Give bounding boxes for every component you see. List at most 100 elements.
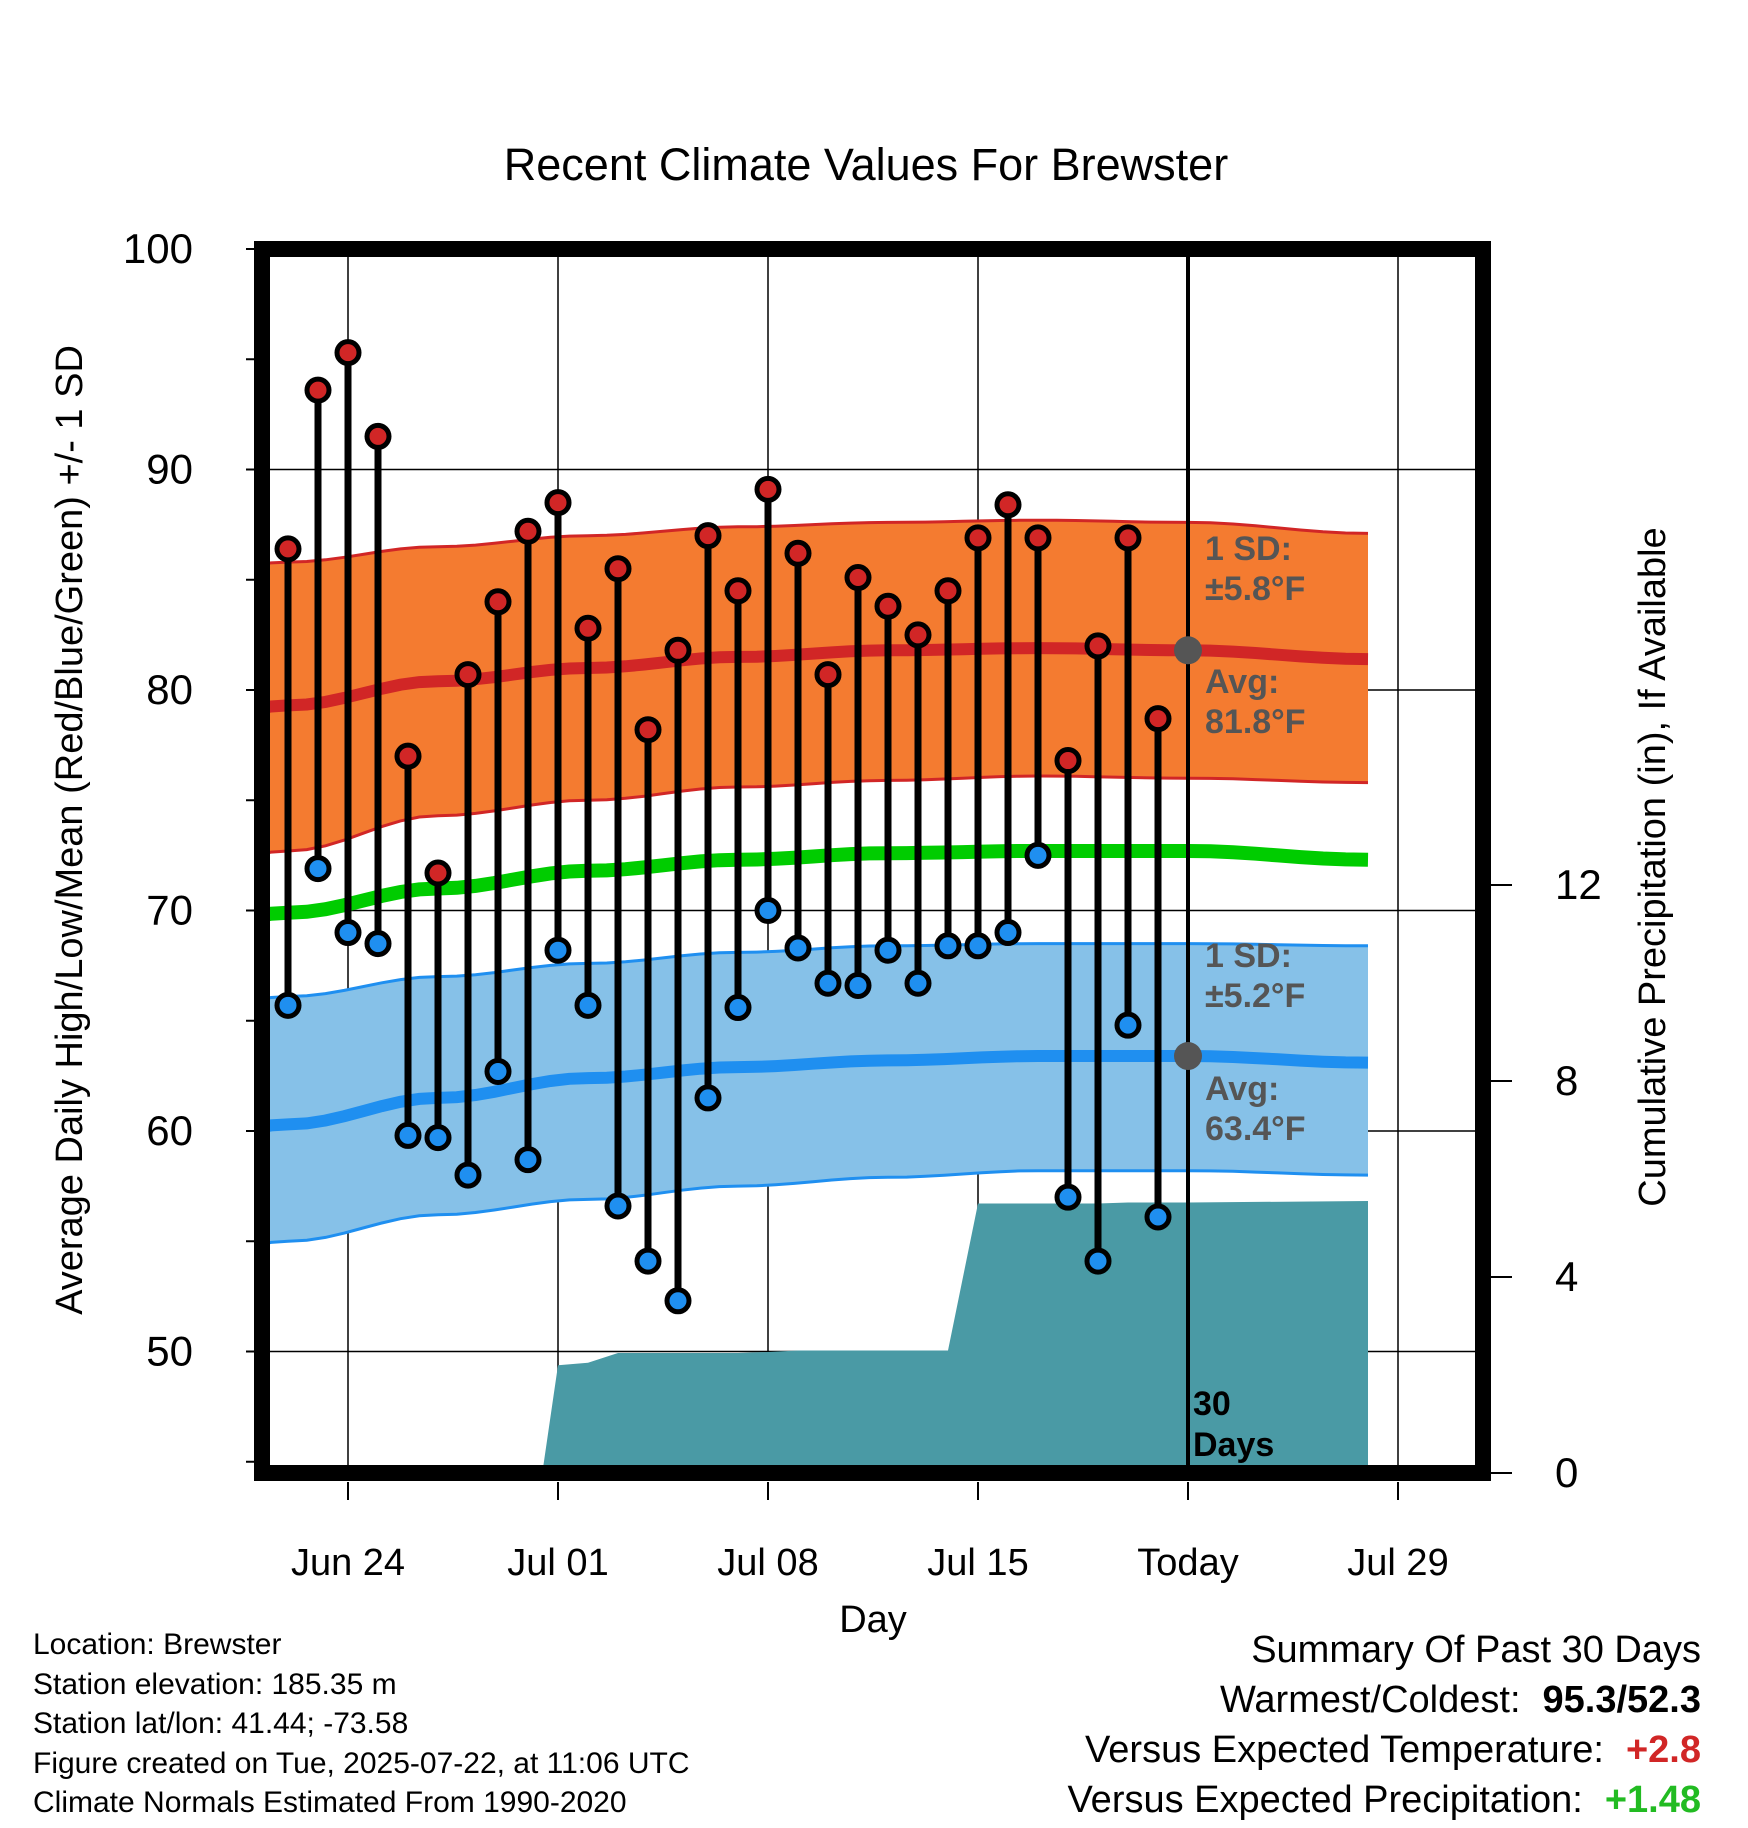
x-tick-label: Jul 15 [927,1542,1028,1584]
daily-low-point [994,919,1022,947]
daily-high-point [1024,524,1052,552]
temp-departure-label: Versus Expected Temperature: [1085,1729,1604,1771]
y-tick-label: 80 [146,666,193,713]
daily-high-point [1144,705,1172,733]
x-tick-label: Jul 08 [717,1542,818,1584]
daily-high-point [1084,632,1112,660]
daily-high-point [544,489,572,517]
daily-low-point [334,919,362,947]
x-tick-label: Jun 24 [291,1542,405,1584]
daily-low-point [604,1192,632,1220]
warmest-coldest-label: Warmest/Coldest: [1219,1679,1521,1721]
warmest-coldest-value: 95.3/52.3 [1542,1679,1701,1721]
daily-high-point [754,475,782,503]
daily-high-point [664,636,692,664]
daily-low-point [874,936,902,964]
low-sd-annotation-label: 1 SD: [1205,937,1292,975]
daily-low-point [784,934,812,962]
daily-high-point [604,555,632,583]
chart-title: Recent Climate Values For Brewster [504,139,1228,190]
summary-panel: Summary Of Past 30 Days Warmest/Coldest:… [1067,1625,1701,1825]
daily-high-point [844,564,872,592]
y2-tick-label: 0 [1555,1449,1578,1496]
daily-high-point [994,491,1022,519]
daily-high-point [874,592,902,620]
warmest-coldest-row: Warmest/Coldest: 95.3/52.3 [1067,1675,1701,1725]
daily-low-point [814,969,842,997]
daily-high-point [724,577,752,605]
y-tick-label: 100 [123,225,193,272]
normal-low-sd-lower-line [262,1169,1369,1246]
daily-high-point [574,614,602,642]
low-avg-annotation-value: 63.4°F [1205,1110,1306,1148]
created-text: Figure created on Tue, 2025-07-22, at 11… [33,1746,690,1780]
daily-high-point [274,535,302,563]
y2-axis-label: Cumulative Precipitation (in), If Availa… [1632,527,1674,1206]
daily-low-point [844,971,872,999]
daily-high-point [334,339,362,367]
normal-low-avg-line [262,1050,1369,1134]
normal-low-sd-band [262,943,1368,1245]
daily-low-point [904,969,932,997]
daily-low-point [964,932,992,960]
daily-low-point [1114,1011,1142,1039]
y-tick-label: 70 [146,887,193,934]
normals-text: Climate Normals Estimated From 1990-2020 [33,1786,627,1819]
daily-high-point [694,522,722,550]
daily-low-point [274,991,302,1019]
daily-low-point [664,1287,692,1315]
daily-low-point [574,991,602,1019]
low-sd-annotation-value: ±5.2°F [1205,977,1305,1015]
today-low-avg-marker [1174,1042,1202,1071]
daily-high-point [784,539,812,567]
daily-low-point [1024,841,1052,869]
plot-interior [262,249,1483,1473]
x-tick-label: Jul 29 [1347,1542,1448,1584]
y-axis-label: Average Daily High/Low/Mean (Red/Blue/Gr… [49,345,91,1315]
high-avg-annotation-label: Avg: [1205,663,1279,701]
daily-low-point [544,936,572,964]
daily-high-point [514,517,542,545]
y-tick-label: 60 [146,1107,193,1154]
x-tick-label: Jul 01 [507,1542,608,1584]
daily-high-point [964,524,992,552]
daily-low-point [694,1084,722,1112]
precip-departure-label: Versus Expected Precipitation: [1067,1779,1583,1821]
daily-high-point [634,716,662,744]
low-avg-annotation-label: Avg: [1205,1070,1279,1108]
daily-high-point [304,376,332,404]
daily-high-point [1054,747,1082,775]
daily-high-point [814,661,842,689]
high-avg-annotation-value: 81.8°F [1205,703,1306,741]
daily-low-point [394,1121,422,1149]
daily-high-point [904,621,932,649]
station-info: Location: Brewster Station elevation: 18… [33,1625,690,1823]
y2-tick-label: 4 [1555,1253,1578,1300]
location-text: Location: Brewster [33,1628,282,1661]
precip-departure-row: Versus Expected Precipitation: +1.48 [1067,1775,1701,1825]
daily-high-point [934,577,962,605]
daily-high-point [364,422,392,450]
daily-high-point [394,742,422,770]
daily-high-point [1114,524,1142,552]
temp-departure-row: Versus Expected Temperature: +2.8 [1067,1725,1701,1775]
daily-low-point [1144,1203,1172,1231]
y-tick-label: 90 [146,446,193,493]
x-axis-label: Day [839,1599,907,1641]
daily-low-point [1054,1183,1082,1211]
daily-low-point [304,855,332,883]
days-label-text: Days [1193,1426,1274,1464]
daily-high-point [424,859,452,887]
elevation-text: Station elevation: 185.35 m [33,1667,397,1701]
daily-low-point [454,1161,482,1189]
today-high-avg-marker [1174,636,1202,665]
x-tick-label: Today [1137,1542,1238,1584]
temp-departure-value: +2.8 [1625,1729,1701,1771]
normal-high-sd-upper-line [262,518,1369,566]
y2-tick-label: 8 [1555,1057,1578,1104]
daily-high-point [454,661,482,689]
plot-frame [254,241,1491,1481]
daily-high-point [484,588,512,616]
